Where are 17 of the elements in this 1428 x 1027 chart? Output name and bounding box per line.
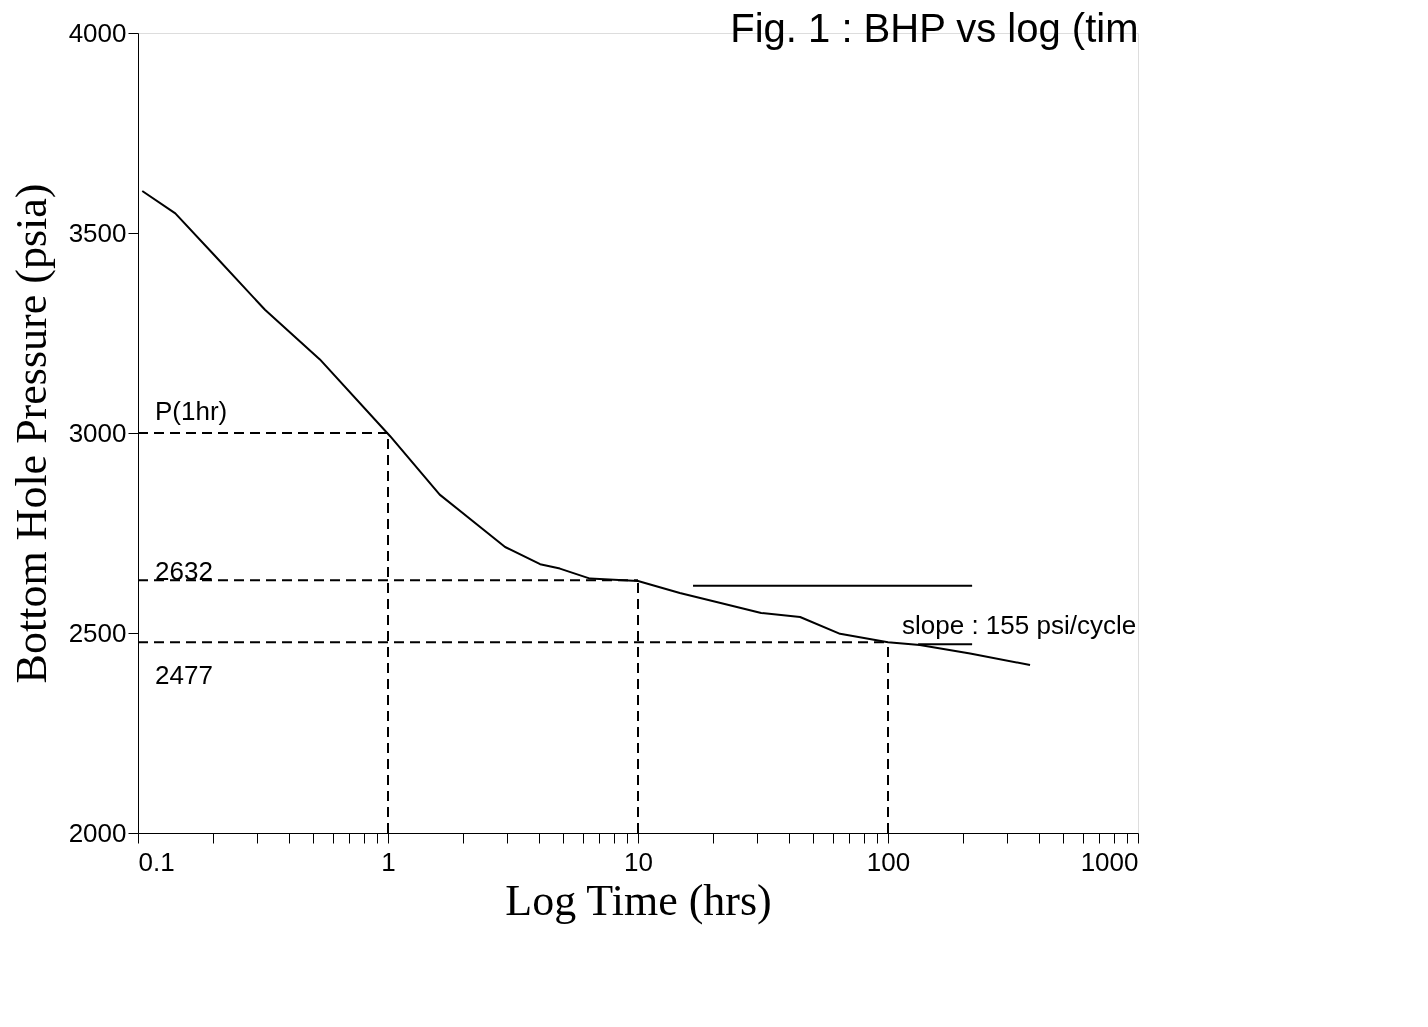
y-tick-label: 2000 [68,817,127,848]
y-axis-title: Bottom Hole Pressure (psia) [6,183,56,684]
annotation: slope : 155 psi/cycle [902,610,1137,640]
annotation: 2477 [155,660,213,690]
y-tick-label: 2500 [68,617,127,648]
x-tick-label: 100 [866,846,911,877]
chart-title: Fig. 1 : BHP vs log (tim [730,6,1139,50]
y-tick-label: 4000 [68,17,127,48]
annotation: 2632 [155,556,213,586]
x-tick-label: 10 [624,846,653,877]
x-tick-label: 1000 [1080,846,1139,877]
annotation: P(1hr) [155,396,228,426]
y-tick-label: 3000 [68,417,127,448]
x-tick-label: 0.1 [138,846,175,877]
x-tick-label: 1 [381,846,396,877]
x-axis-title: Log Time (hrs) [505,875,772,925]
y-tick-label: 3500 [68,217,127,248]
